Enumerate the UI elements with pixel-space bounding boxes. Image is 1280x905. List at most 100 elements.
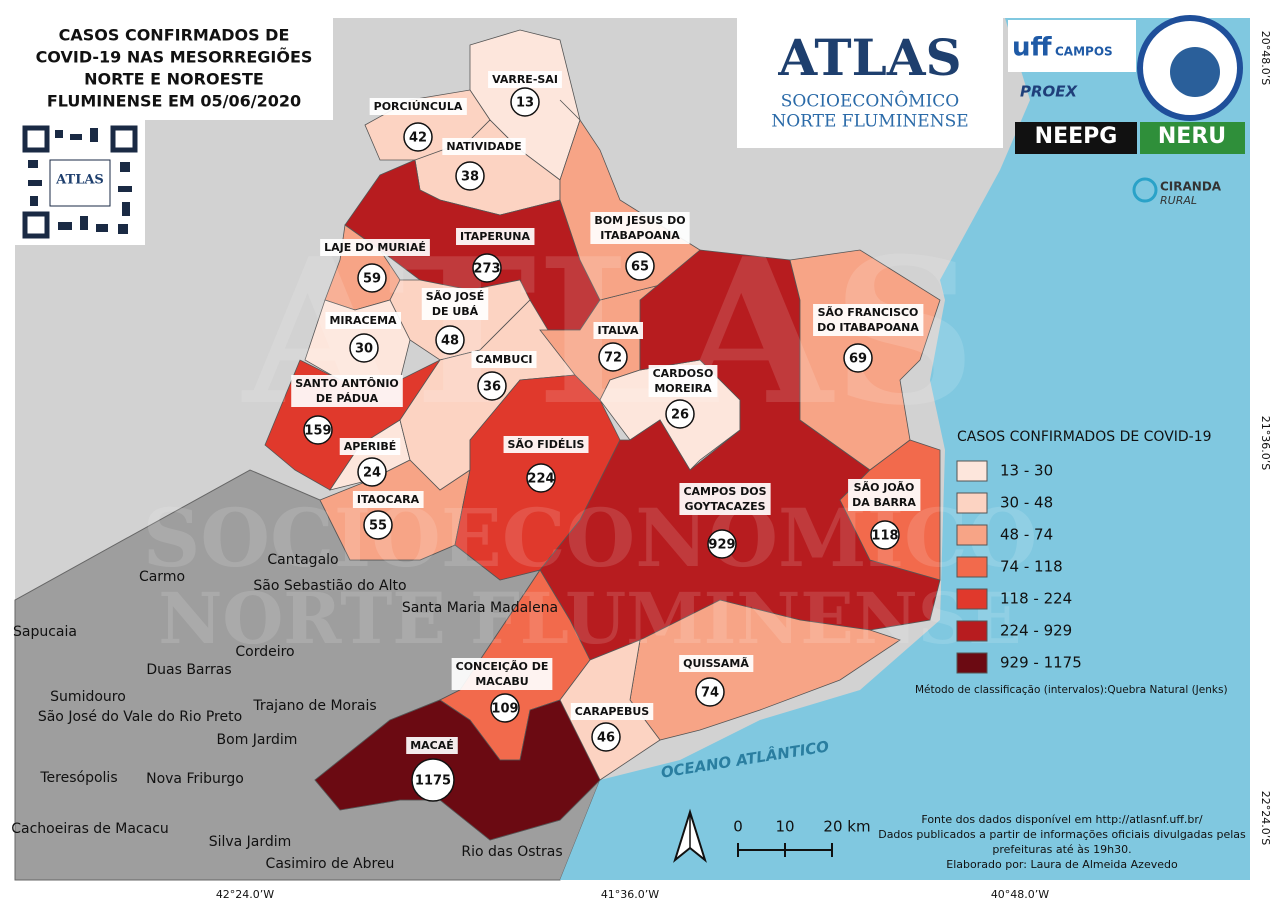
municipality-name: DA BARRA (852, 496, 916, 509)
title-box (15, 18, 333, 120)
municipality-name: VARRE-SAI (492, 73, 558, 86)
uff-logo: uff (1012, 33, 1053, 63)
neighbor-name: Bom Jardim (217, 732, 298, 748)
name-box (848, 479, 921, 511)
neepg-box (1015, 122, 1137, 154)
case-circle (455, 161, 485, 191)
legend-label: 118 - 224 (1000, 590, 1072, 608)
neighbor-name: Silva Jardim (209, 834, 292, 850)
case-circle (490, 693, 520, 723)
case-circle (411, 758, 455, 802)
case-count: 74 (701, 686, 719, 701)
municipality-name: MACAÉ (410, 739, 454, 752)
neighbor-name: Duas Barras (146, 662, 231, 678)
scale-label: 10 (775, 818, 794, 836)
municipality-name: MACABU (475, 675, 528, 688)
name-box (291, 375, 403, 407)
title: CASOS CONFIRMADOS DE COVID-19 NAS MESORRE… (36, 26, 313, 111)
neighbor-labels: Cantagalo Carmo São Sebastião do Alto Santa… (11, 552, 562, 872)
case-circle (349, 333, 379, 363)
case-count: 65 (631, 260, 649, 275)
name-box (406, 737, 458, 754)
legend-swatch (956, 588, 988, 610)
case-circle (435, 325, 465, 355)
case-count: 273 (473, 262, 500, 277)
name-box (352, 491, 424, 508)
neighbor-name: Sumidouro (50, 689, 126, 705)
title-line: COVID-19 NAS MESORREGIÕES (36, 48, 313, 67)
qr-center (49, 159, 111, 207)
case-count: 55 (369, 519, 387, 534)
lat-label: 20°48.0’S (1259, 31, 1272, 85)
name-box (320, 239, 430, 256)
case-count: 48 (441, 334, 459, 349)
legend-label: 929 - 1175 (1000, 654, 1082, 672)
municipality-name: SÃO JOÃO (854, 481, 915, 494)
neighbor-name: Santa Maria Madalena (402, 600, 558, 616)
municipality-name: DE UBÁ (432, 305, 479, 318)
name-box (590, 212, 690, 244)
case-circle (695, 677, 725, 707)
title-line: NORTE E NOROESTE (84, 70, 264, 89)
case-circle (526, 463, 556, 493)
legend-title: CASOS CONFIRMADOS DE COVID-19 (957, 429, 1212, 445)
case-circle (303, 415, 333, 445)
municipality-name: PORCIÚNCULA (374, 100, 463, 113)
neighbor-name: Sapucaia (13, 624, 77, 640)
municipality-name: CARDOSO (653, 367, 714, 380)
legend: CASOS CONFIRMADOS DE COVID-19 13 - 30 30 -… (915, 429, 1228, 696)
case-circle (472, 253, 502, 283)
qr-code (22, 125, 138, 239)
uff-logo-box (1008, 20, 1136, 72)
legend-swatch (956, 620, 988, 642)
name-box (369, 98, 467, 115)
neighbor-name: Nova Friburgo (146, 771, 244, 787)
municipality-name: MIRACEMA (329, 314, 397, 327)
name-box (570, 703, 654, 720)
municipality-name: CONCEIÇÃO DE (456, 660, 549, 673)
legend-label: 13 - 30 (1000, 462, 1053, 480)
neighbor-name: São José do Vale do Rio Preto (38, 709, 242, 725)
case-count: 59 (363, 272, 381, 287)
municipality-name: MOREIRA (654, 382, 712, 395)
case-circle (625, 251, 655, 281)
atlas-logo-line2: NORTE FLUMINENSE (771, 112, 968, 132)
scale-label: 20 km (823, 818, 870, 836)
case-circle (665, 399, 695, 429)
name-box (339, 438, 401, 455)
source-notes: Fonte dos dados disponível em http://atl… (878, 813, 1246, 871)
municipality-area (559, 99, 701, 301)
campos-logo: CAMPOS (1055, 45, 1113, 59)
municipality-name: SÃO FRANCISCO (818, 306, 919, 319)
neighbor-name: São Sebastião do Alto (253, 578, 406, 594)
name-box (325, 312, 402, 329)
proex-logo: PROEX (1020, 83, 1079, 101)
case-count: 24 (363, 466, 381, 481)
municipality-name: GOYTACAZES (684, 500, 765, 513)
municipality-name: SÃO JOSÉ (426, 290, 485, 303)
case-count: 118 (871, 529, 898, 544)
name-box (679, 655, 754, 672)
municipality-name: DE PÁDUA (316, 392, 379, 405)
case-count: 26 (671, 408, 689, 423)
case-circle (357, 457, 387, 487)
case-circle (870, 520, 900, 550)
name-box (442, 138, 526, 155)
case-circle (357, 263, 387, 293)
municipality-name: APERIBÉ (344, 440, 397, 453)
municipality-area (314, 699, 601, 841)
municipality-name: ITABAPOANA (600, 229, 680, 242)
case-count: 69 (849, 352, 867, 367)
case-circle (707, 529, 737, 559)
name-box (488, 71, 562, 88)
neru-logo: NERU (1158, 124, 1226, 149)
atlas-logo-box (737, 18, 1003, 148)
atlas-logo-title: ATLAS (777, 28, 961, 87)
legend-method: Método de classificação (intervalos):Que… (915, 684, 1228, 696)
case-count: 36 (483, 380, 501, 395)
scale-label: 0 (733, 818, 743, 836)
legend-label: 224 - 929 (1000, 622, 1072, 640)
case-circle (403, 122, 433, 152)
